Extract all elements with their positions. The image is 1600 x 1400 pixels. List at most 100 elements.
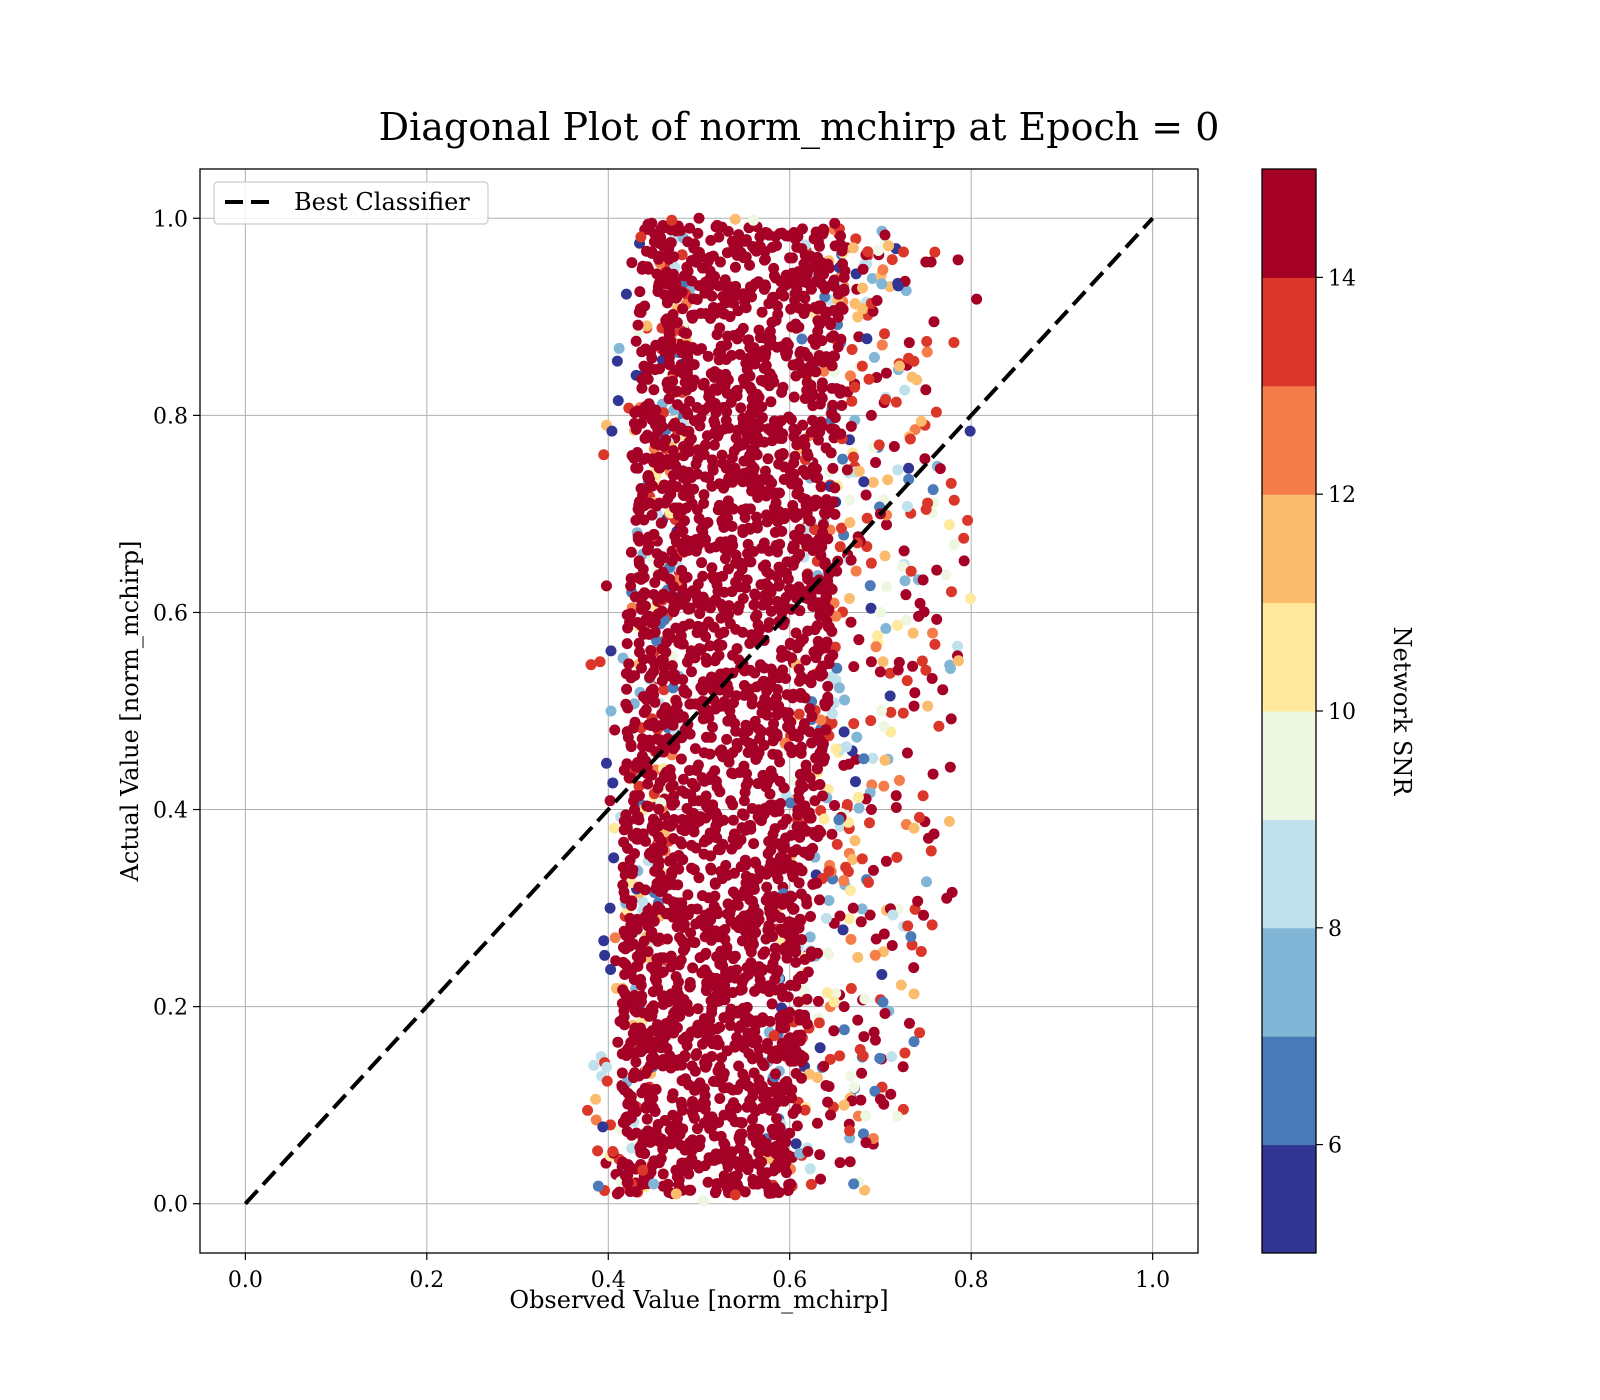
scatter-point (917, 790, 929, 802)
scatter-point (657, 1180, 669, 1192)
scatter-point (819, 508, 831, 520)
scatter-point (752, 436, 764, 448)
scatter-point (825, 1109, 837, 1121)
best-classifier-line (243, 216, 1155, 1206)
scatter-point (787, 359, 799, 371)
scatter-point (819, 291, 831, 303)
scatter-point (652, 608, 664, 620)
scatter-point (815, 316, 827, 328)
scatter-point (681, 802, 693, 814)
scatter-point (794, 1035, 806, 1047)
scatter-point (941, 892, 953, 904)
scatter-point (903, 352, 915, 364)
scatter-point (872, 245, 884, 257)
scatter-point (622, 731, 634, 743)
scatter-point (747, 1178, 759, 1190)
scatter-point (773, 561, 785, 573)
scatter-point (713, 368, 725, 380)
scatter-point (792, 996, 804, 1008)
scatter-point (870, 933, 882, 945)
scatter-point (640, 370, 652, 382)
scatter-point (818, 584, 830, 596)
scatter-point (677, 921, 689, 933)
scatter-point (819, 557, 831, 569)
scatter-point (718, 1012, 730, 1024)
scatter-point (812, 995, 824, 1007)
scatter-point (674, 1129, 686, 1141)
scatter-point (646, 217, 658, 229)
scatter-point (676, 249, 688, 261)
scatter-point (660, 646, 672, 658)
scatter-point (834, 1050, 846, 1062)
scatter-point (752, 491, 764, 503)
scatter-point (645, 645, 657, 657)
scatter-point (751, 609, 763, 621)
scatter-point (971, 293, 983, 305)
scatter-point (828, 917, 840, 929)
scatter-point (908, 1036, 920, 1048)
scatter-point (769, 823, 781, 835)
scatter-point (827, 462, 839, 474)
scatter-point (711, 579, 723, 591)
scatter-point (815, 805, 827, 817)
scatter-point (761, 1037, 773, 1049)
scatter-point (883, 240, 895, 252)
scatter-point (765, 586, 777, 598)
scatter-point (633, 637, 645, 649)
scatter-point (940, 569, 952, 581)
scatter-point (804, 931, 816, 943)
scatter-point (829, 482, 841, 494)
scatter-point (897, 246, 909, 258)
scatter-point (806, 710, 818, 722)
scatter-point (816, 278, 828, 290)
scatter-point (900, 589, 912, 601)
scatter-point (948, 494, 960, 506)
scatter-point (864, 909, 876, 921)
scatter-point (605, 645, 617, 657)
scatter-point (734, 349, 746, 361)
scatter-point (782, 339, 794, 351)
scatter-point (607, 777, 619, 789)
scatter-point (678, 572, 690, 584)
scatter-point (668, 592, 680, 604)
scatter-point (798, 290, 810, 302)
scatter-point (598, 449, 610, 461)
scatter-point (631, 1006, 643, 1018)
scatter-point (685, 666, 697, 678)
scatter-point (636, 662, 648, 674)
scatter-point (663, 328, 675, 340)
scatter-point (786, 267, 798, 279)
scatter-point (697, 570, 709, 582)
scatter-point (826, 708, 838, 720)
scatter-point (732, 1083, 744, 1095)
scatter-point (648, 1058, 660, 1070)
y-tick-label: 0.4 (153, 799, 188, 824)
scatter-point (816, 744, 828, 756)
scatter-point (629, 716, 641, 728)
scatter-point (761, 709, 773, 721)
scatter-point (732, 440, 744, 452)
scatter-point (656, 483, 668, 495)
scatter-point (636, 346, 648, 358)
scatter-point (822, 1096, 834, 1108)
scatter-point (657, 1036, 669, 1048)
scatter-point (691, 1159, 703, 1171)
scatter-point (843, 593, 855, 605)
scatter-point (766, 998, 778, 1010)
scatter-point (738, 1145, 750, 1157)
legend: Best Classifier (213, 181, 489, 225)
scatter-point (899, 1047, 911, 1059)
scatter-point (753, 240, 765, 252)
scatter-point (828, 996, 840, 1008)
scatter-point (616, 1048, 628, 1060)
scatter-point (769, 526, 781, 538)
scatter-point (836, 399, 848, 411)
scatter-point (695, 643, 707, 655)
scatter-point (660, 908, 672, 920)
scatter-point (620, 809, 632, 821)
scatter-point (616, 1067, 628, 1079)
scatter-point (689, 743, 701, 755)
scatter-point (678, 327, 690, 339)
scatter-point (646, 926, 658, 938)
scatter-point (626, 1142, 638, 1154)
